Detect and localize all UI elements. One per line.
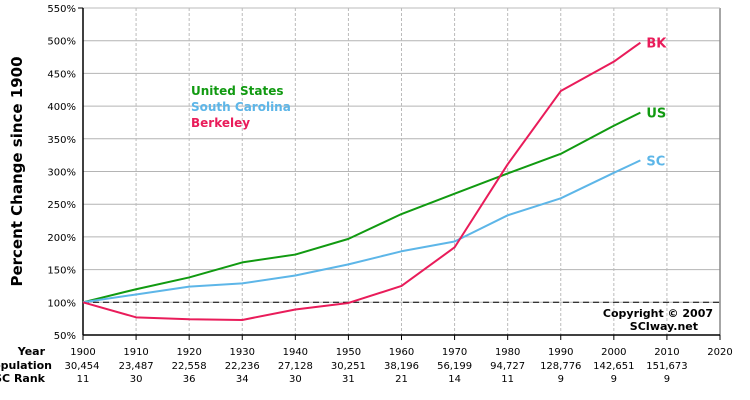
population-value: 22,236 <box>225 361 260 372</box>
source-text: SCIway.net <box>630 320 698 333</box>
sc-rank-value: 34 <box>236 374 249 385</box>
y-tick-label: 50% <box>54 331 76 342</box>
sc-rank-value: 14 <box>448 374 461 385</box>
y-tick-label: 500% <box>47 37 76 48</box>
sc-rank-value: 30 <box>289 374 302 385</box>
year-label: 2000 <box>601 347 626 358</box>
series-end-label: US <box>646 107 666 122</box>
population-value: 22,558 <box>172 361 207 372</box>
population-value: 142,651 <box>593 361 634 372</box>
series-line-us <box>82 111 641 304</box>
year-label: 2010 <box>654 347 679 358</box>
sc-rank-value: 21 <box>395 374 408 385</box>
copyright-text: Copyright © 2007 <box>603 307 713 320</box>
series-line-bk <box>82 41 641 321</box>
table-row-label: SC Rank <box>0 372 46 385</box>
population-value: 151,673 <box>646 361 687 372</box>
sc-rank-value: 9 <box>664 374 670 385</box>
population-value: 27,128 <box>278 361 313 372</box>
population-value: 94,727 <box>490 361 525 372</box>
table-row-label: Year <box>17 345 46 358</box>
legend-entry: United States <box>191 84 284 98</box>
legend-entry: South Carolina <box>191 100 291 114</box>
table-row-label: Population <box>0 359 52 372</box>
year-label: 1910 <box>123 347 148 358</box>
series-line-sc <box>82 159 641 304</box>
year-label: 1990 <box>548 347 573 358</box>
year-label: 1980 <box>495 347 520 358</box>
series-end-label: SC <box>646 154 665 169</box>
population-value: 56,199 <box>437 361 472 372</box>
year-label: 1940 <box>283 347 308 358</box>
population-value: 30,251 <box>331 361 366 372</box>
population-value: 30,454 <box>65 361 100 372</box>
year-label: 1930 <box>230 347 255 358</box>
y-tick-label: 350% <box>47 135 76 146</box>
y-tick-label: 550% <box>47 4 76 15</box>
y-axis-label: Percent Change since 1900 <box>8 56 26 286</box>
population-value: 23,487 <box>119 361 154 372</box>
population-value: 38,196 <box>384 361 419 372</box>
y-tick-label: 200% <box>47 233 76 244</box>
year-label: 1900 <box>70 347 95 358</box>
y-tick-label: 450% <box>47 69 76 80</box>
y-tick-label: 300% <box>47 168 76 179</box>
y-tick-label: 100% <box>47 298 76 309</box>
year-label: 2020 <box>707 347 732 358</box>
y-tick-label: 150% <box>47 266 76 277</box>
year-label: 1960 <box>389 347 414 358</box>
year-label: 1950 <box>336 347 361 358</box>
year-label: 1970 <box>442 347 467 358</box>
series-end-label: BK <box>646 37 667 52</box>
population-value: 128,776 <box>540 361 581 372</box>
y-tick-label: 250% <box>47 200 76 211</box>
y-tick-label: 400% <box>47 102 76 113</box>
year-label: 1920 <box>176 347 201 358</box>
sc-rank-value: 31 <box>342 374 355 385</box>
legend-entry: Berkeley <box>191 116 250 130</box>
sc-rank-value: 36 <box>183 374 196 385</box>
sc-rank-value: 11 <box>77 374 90 385</box>
sc-rank-value: 9 <box>558 374 564 385</box>
sc-rank-value: 30 <box>130 374 143 385</box>
sc-rank-value: 11 <box>501 374 514 385</box>
sc-rank-value: 9 <box>611 374 617 385</box>
